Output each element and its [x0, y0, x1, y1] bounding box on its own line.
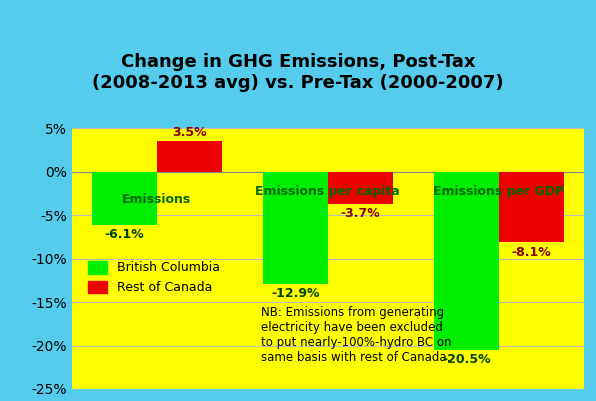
Bar: [434, 172, 499, 350]
Text: -8.1%: -8.1%: [511, 245, 551, 259]
Text: -6.1%: -6.1%: [105, 228, 144, 241]
Bar: [263, 172, 328, 284]
Text: Emissions per GDP: Emissions per GDP: [433, 185, 564, 198]
Bar: [92, 172, 157, 225]
Bar: [328, 172, 393, 204]
Text: Change in GHG Emissions, Post-Tax
(2008-2013 avg) vs. Pre-Tax (2000-2007): Change in GHG Emissions, Post-Tax (2008-…: [92, 53, 504, 91]
Text: Emissions per capita: Emissions per capita: [256, 185, 400, 198]
Text: -12.9%: -12.9%: [271, 287, 319, 300]
Text: -3.7%: -3.7%: [340, 207, 380, 221]
Bar: [157, 141, 222, 172]
Bar: [499, 172, 564, 242]
Text: -20.5%: -20.5%: [442, 353, 491, 367]
Legend: British Columbia, Rest of Canada: British Columbia, Rest of Canada: [83, 256, 225, 299]
Text: 3.5%: 3.5%: [172, 126, 207, 139]
Text: Emissions: Emissions: [122, 193, 191, 207]
Text: NB: Emissions from generating
electricity have been excluded
to put nearly-100%-: NB: Emissions from generating electricit…: [261, 306, 452, 364]
